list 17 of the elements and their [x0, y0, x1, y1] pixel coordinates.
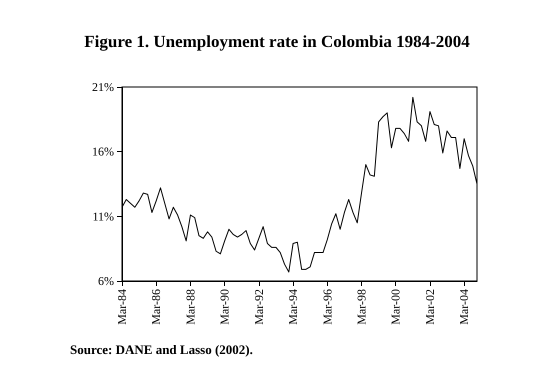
y-tick-label: 11% — [92, 209, 114, 224]
x-tick-label: Mar-86 — [149, 289, 164, 325]
y-tick-label: 16% — [92, 144, 114, 159]
x-tick-label: Mar-96 — [320, 289, 334, 325]
x-tick-label: Mar-98 — [354, 289, 369, 325]
x-tick-label: Mar-84 — [115, 289, 129, 325]
x-tick-label: Mar-88 — [183, 289, 198, 325]
x-tick-label: Mar-04 — [457, 289, 472, 325]
x-tick-label: Mar-00 — [388, 289, 403, 325]
y-tick-label: 6% — [98, 274, 114, 288]
chart-title: Figure 1. Unemployment rate in Colombia 1984-2004 — [84, 32, 470, 51]
x-tick-label: Mar-02 — [422, 289, 437, 325]
x-tick-label: Mar-94 — [286, 289, 300, 325]
x-tick-label: Mar-92 — [252, 289, 266, 325]
source-note: Source: DANE and Lasso (2002). — [70, 342, 253, 357]
y-tick-label: 21% — [92, 80, 114, 94]
x-tick-label: Mar-90 — [218, 289, 232, 325]
